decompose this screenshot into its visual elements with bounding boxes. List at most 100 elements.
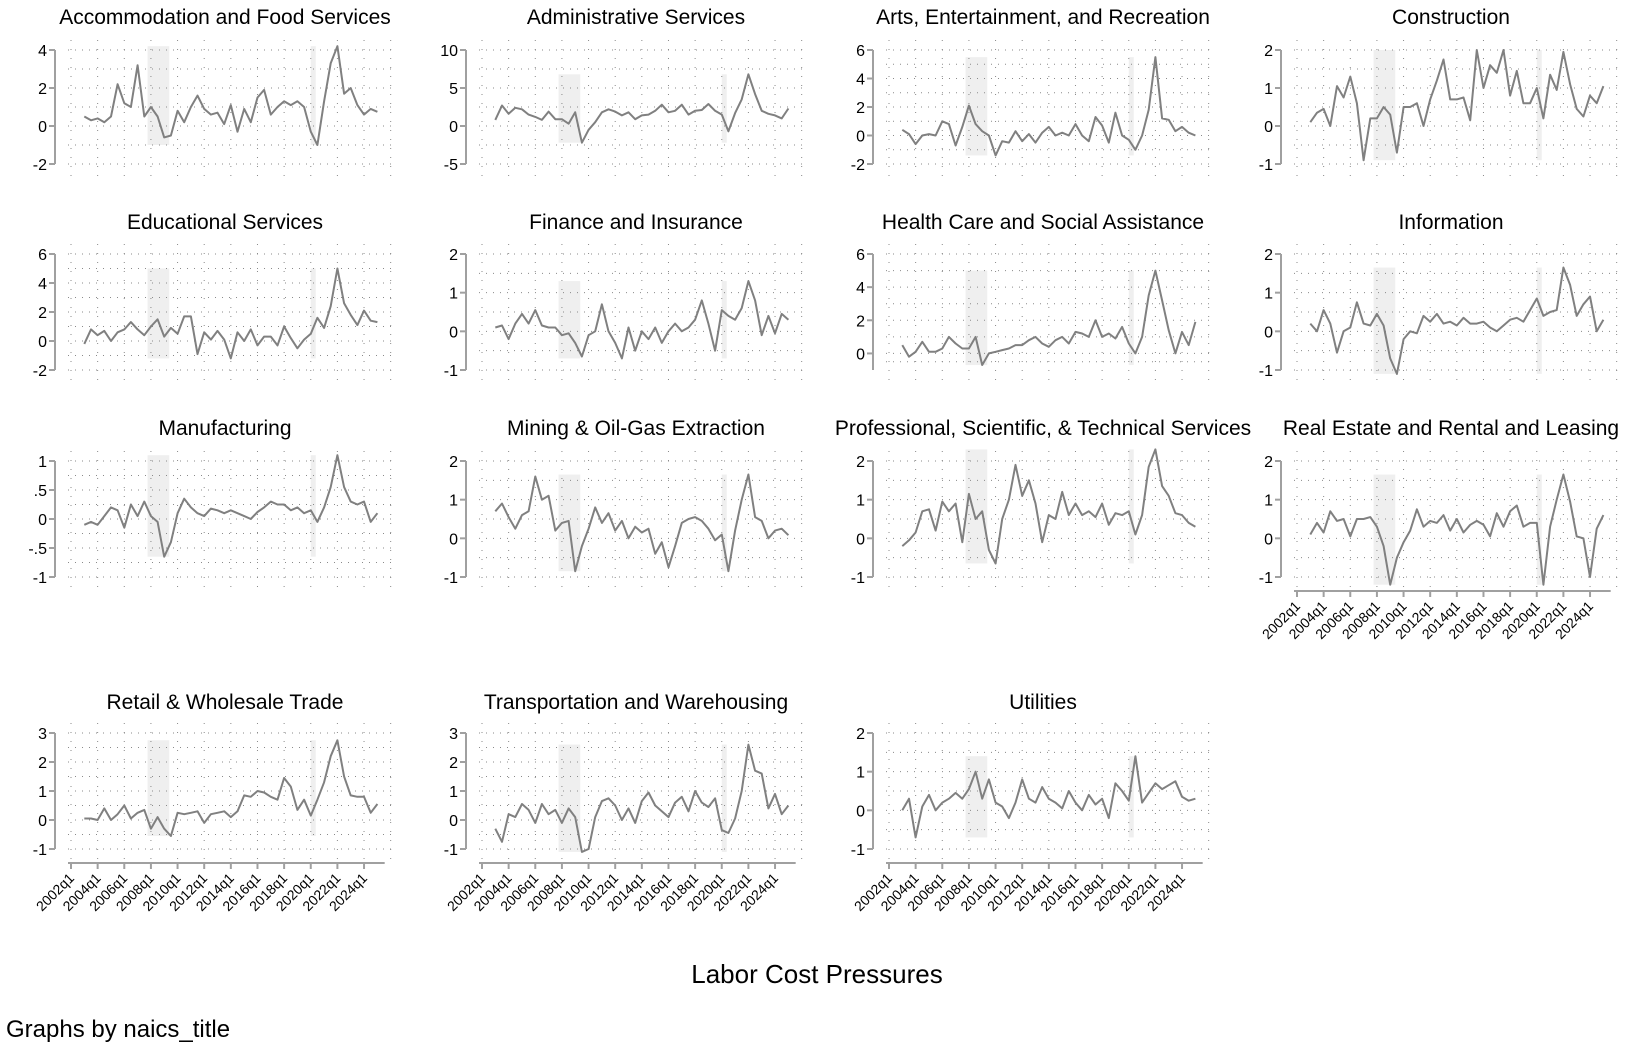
panel: Finance and Insurance -1 0 1 2 xyxy=(444,211,806,382)
recession-shading xyxy=(558,74,581,143)
recession-shading xyxy=(147,740,170,836)
recession-shading xyxy=(721,744,727,852)
series-line xyxy=(901,448,1196,565)
panel: Manufacturing -1 -.5 0 .5 1 xyxy=(28,417,395,589)
y-tick-label: -1 xyxy=(1259,570,1273,587)
y-tick-label: 1 xyxy=(856,493,865,510)
recession-shading xyxy=(1373,50,1396,161)
y-tick-label: -1 xyxy=(1259,363,1273,380)
y-tick-label: 0 xyxy=(449,324,458,341)
y-tick-label: 5 xyxy=(449,81,458,98)
panel: Educational Services -2 0 2 4 6 xyxy=(33,211,395,382)
series-line xyxy=(901,269,1197,366)
y-tick-label: 2 xyxy=(38,81,47,98)
y-tick-label: 0 xyxy=(856,531,865,548)
panel: Real Estate and Rental and Leasing-10122… xyxy=(1259,417,1621,642)
y-tick-label: 0 xyxy=(856,129,865,146)
recession-shading xyxy=(147,46,170,146)
panel-title: Professional, Scientific, & Technical Se… xyxy=(835,417,1251,440)
recession-shading xyxy=(558,744,581,852)
y-tick-label: -1 xyxy=(33,842,47,859)
y-tick-label: 10 xyxy=(440,43,458,60)
y-tick-label: 4 xyxy=(856,72,865,89)
y-tick-label: 1 xyxy=(38,454,47,471)
y-tick-label: 2 xyxy=(38,755,47,772)
y-tick-label: -1 xyxy=(1259,157,1273,174)
y-tick-label: 1 xyxy=(1264,81,1273,98)
recession-shading xyxy=(965,449,988,564)
panel-title: Health Care and Social Assistance xyxy=(882,211,1204,234)
series-line xyxy=(1309,473,1605,586)
y-tick-label: -1 xyxy=(444,842,458,859)
recession-shading xyxy=(310,455,316,557)
recession-shading xyxy=(965,270,988,366)
y-tick-label: -2 xyxy=(33,363,47,380)
y-tick-label: 2 xyxy=(449,454,458,471)
recession-shading xyxy=(1373,267,1396,374)
series-line xyxy=(901,755,1196,839)
y-tick-label: 1 xyxy=(38,784,47,801)
y-tick-label: 6 xyxy=(856,247,865,264)
y-tick-label: 0 xyxy=(856,803,865,820)
y-tick-label: .5 xyxy=(34,483,47,500)
series-line xyxy=(494,73,790,144)
recession-shading xyxy=(310,740,316,836)
panel: Utilities-10122002q12004q12006q12008q120… xyxy=(851,691,1213,914)
series-line xyxy=(83,454,379,558)
panel: Professional, Scientific, & Technical Se… xyxy=(835,417,1251,589)
y-tick-label: 1 xyxy=(856,765,865,782)
panel-title: Educational Services xyxy=(127,211,323,234)
y-tick-label: 2 xyxy=(856,454,865,471)
y-tick-label: -.5 xyxy=(28,541,47,558)
y-tick-label: 2 xyxy=(856,313,865,330)
panel-title: Arts, Entertainment, and Recreation xyxy=(876,6,1210,29)
recession-shading xyxy=(965,756,988,838)
y-tick-label: 2 xyxy=(1264,247,1273,264)
y-tick-label: 2 xyxy=(38,305,47,322)
y-tick-label: 4 xyxy=(856,280,865,297)
recession-shading xyxy=(1128,57,1134,156)
panel: Administrative Services -5 0 5 10 xyxy=(440,6,806,176)
series-line xyxy=(495,280,790,360)
y-tick-label: -2 xyxy=(33,157,47,174)
y-tick-label: 0 xyxy=(449,119,458,136)
y-tick-label: -5 xyxy=(444,157,458,174)
recession-shading xyxy=(1128,449,1134,564)
recession-shading xyxy=(721,281,727,359)
y-tick-label: -1 xyxy=(33,570,47,587)
y-tick-label: 3 xyxy=(38,726,47,743)
y-tick-label: 0 xyxy=(1264,531,1273,548)
panel: Retail & Wholesale Trade-101232002q12004… xyxy=(33,691,395,914)
y-tick-label: 4 xyxy=(38,43,47,60)
series-line xyxy=(494,743,790,853)
y-tick-label: -1 xyxy=(444,570,458,587)
y-tick-label: 0 xyxy=(449,531,458,548)
y-tick-label: 1 xyxy=(1264,493,1273,510)
panel: Accommodation and Food Services -2 0 2 4 xyxy=(33,6,395,176)
y-tick-label: 4 xyxy=(38,276,47,293)
y-tick-label: 6 xyxy=(856,43,865,60)
series-line xyxy=(1309,49,1605,162)
panel-title: Information xyxy=(1398,211,1503,234)
y-tick-label: 0 xyxy=(856,346,865,363)
recession-shading xyxy=(147,455,170,557)
panel-title: Real Estate and Rental and Leasing xyxy=(1283,417,1619,440)
series-line xyxy=(494,473,790,573)
y-tick-label: 0 xyxy=(1264,324,1273,341)
y-tick-label: -1 xyxy=(851,570,865,587)
panel-title: Accommodation and Food Services xyxy=(59,6,391,29)
y-tick-label: 2 xyxy=(449,755,458,772)
panel: Arts, Entertainment, and Recreation -2 0 2 4… xyxy=(851,6,1213,176)
y-tick-label: 0 xyxy=(38,512,47,529)
y-tick-label: 1 xyxy=(449,784,458,801)
y-tick-label: 0 xyxy=(1264,119,1273,136)
recession-shading xyxy=(1128,270,1134,366)
y-tick-label: 1 xyxy=(1264,286,1273,303)
recession-shading xyxy=(1536,267,1542,374)
panel-title: Construction xyxy=(1392,6,1510,29)
panel-title: Retail & Wholesale Trade xyxy=(107,691,344,714)
common-x-axis-title: Labor Cost Pressures xyxy=(691,959,942,989)
series-line xyxy=(84,739,379,837)
y-tick-label: -1 xyxy=(444,363,458,380)
recession-shading xyxy=(147,268,170,359)
